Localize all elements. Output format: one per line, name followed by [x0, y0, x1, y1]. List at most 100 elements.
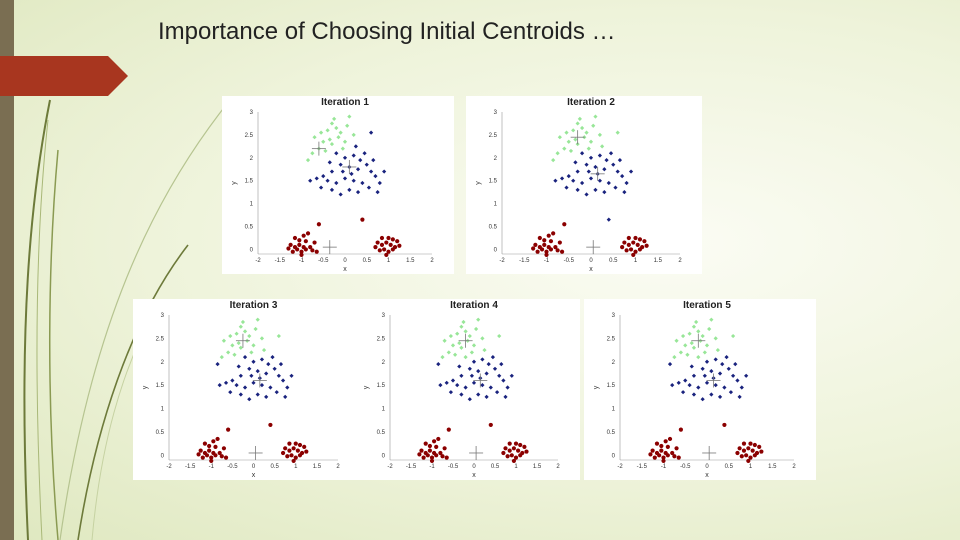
x-tick-label: 1.5: [654, 258, 663, 264]
data-point: [566, 139, 571, 144]
data-point: [442, 338, 447, 343]
y-tick-label: 2.5: [245, 133, 254, 139]
data-point: [480, 383, 485, 388]
data-point: [509, 453, 514, 458]
x-tick-label: -1.5: [406, 464, 417, 470]
data-point: [293, 455, 298, 460]
data-point: [548, 247, 554, 252]
x-tick-label: 0.5: [363, 258, 372, 264]
data-point: [347, 187, 352, 192]
centroid-marker: [586, 240, 601, 255]
data-point: [297, 242, 302, 247]
data-point: [509, 373, 514, 378]
data-point: [382, 169, 387, 174]
data-point: [236, 364, 241, 369]
data-point: [303, 247, 308, 252]
x-tick-label: 0: [252, 464, 256, 470]
data-point: [347, 114, 352, 119]
data-point: [291, 458, 296, 464]
data-point: [297, 453, 303, 458]
data-point: [488, 422, 493, 428]
data-point: [602, 190, 607, 195]
data-point: [672, 354, 677, 360]
data-point: [633, 235, 638, 241]
data-point: [542, 238, 547, 243]
data-point: [602, 167, 607, 172]
data-point: [615, 130, 620, 135]
data-point: [440, 454, 445, 459]
data-point: [299, 249, 304, 254]
y-tick-label: 2.5: [377, 336, 386, 342]
data-point: [287, 448, 292, 453]
centroid-marker: [311, 141, 326, 156]
data-point: [459, 392, 464, 397]
data-point: [480, 336, 485, 341]
x-tick-label: 1: [749, 464, 753, 470]
data-point: [659, 448, 664, 453]
x-tick-label: -2: [255, 258, 261, 264]
data-point: [355, 190, 361, 195]
data-point: [295, 448, 300, 453]
data-point: [204, 453, 210, 458]
data-point: [678, 427, 683, 432]
y-tick-label: 2: [612, 360, 616, 366]
data-point: [717, 371, 723, 376]
data-point: [746, 446, 751, 451]
y-tick-label: 1: [494, 202, 498, 208]
data-point: [338, 130, 343, 135]
data-point: [386, 249, 391, 254]
data-point: [713, 336, 718, 341]
x-tick-label: 0: [343, 258, 347, 264]
data-point: [276, 333, 281, 339]
data-point: [471, 359, 477, 364]
data-point: [731, 373, 736, 378]
data-point: [516, 448, 521, 453]
data-point: [557, 135, 562, 140]
x-tick-label: -0.5: [448, 464, 459, 470]
data-point: [501, 378, 506, 383]
data-point: [388, 242, 393, 247]
y-tick-label: 1.5: [489, 179, 498, 185]
y-tick-label: 2: [161, 360, 165, 366]
data-point: [696, 354, 701, 360]
data-point: [226, 427, 231, 432]
x-tick-label: -2: [166, 464, 172, 470]
data-point: [597, 178, 602, 183]
data-point: [442, 446, 447, 451]
data-point: [650, 448, 655, 453]
data-point: [687, 383, 692, 388]
data-point: [584, 192, 589, 197]
data-point: [417, 452, 422, 457]
data-point: [334, 125, 339, 131]
data-point: [448, 390, 453, 395]
data-point: [586, 146, 591, 151]
x-tick-label: -1.5: [519, 258, 530, 264]
data-point: [264, 394, 269, 399]
data-point: [198, 448, 203, 453]
data-point: [722, 385, 727, 390]
plot-panel-iteration-2: Iteration 2 -2 -1.5 -1 -0.5 0 0.5 1 1.5 2 0 0.5 1 1.5…: [466, 96, 702, 274]
data-point: [305, 157, 311, 163]
y-tick-label: 2.5: [489, 133, 498, 139]
data-point: [446, 427, 451, 432]
data-point: [480, 357, 485, 362]
data-point: [202, 441, 208, 446]
data-point: [544, 249, 549, 254]
data-point: [726, 366, 731, 371]
data-point: [373, 174, 378, 179]
y-tick-label: 1: [250, 202, 254, 208]
data-point: [564, 185, 569, 190]
y-tick-label: 0: [494, 247, 498, 253]
x-tick-label: 1: [294, 464, 298, 470]
data-point: [384, 252, 389, 258]
data-point: [242, 385, 248, 390]
data-point: [661, 455, 666, 460]
data-point: [448, 333, 453, 339]
x-tick-label: -1: [544, 258, 550, 264]
y-tick-label: 0.5: [245, 225, 254, 231]
data-point: [702, 350, 707, 355]
data-point: [700, 366, 705, 371]
accent-tab: [0, 56, 128, 96]
data-point: [631, 252, 636, 258]
data-point: [626, 242, 631, 247]
